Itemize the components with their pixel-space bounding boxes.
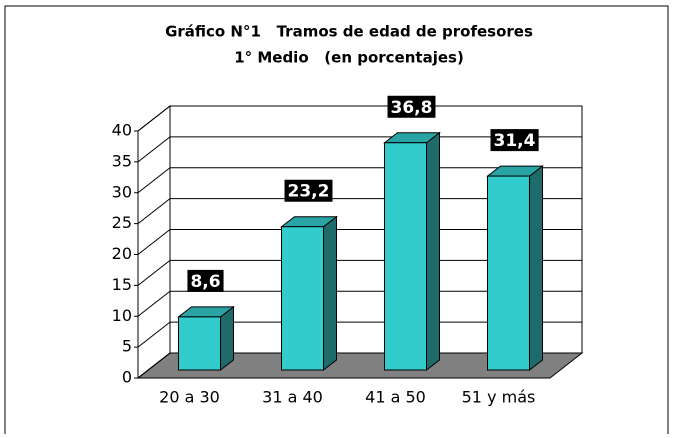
y-tick-label: 0 bbox=[122, 368, 132, 387]
x-tick-label: 41 a 50 bbox=[365, 388, 426, 407]
grid-line bbox=[137, 352, 171, 379]
grid-line bbox=[137, 290, 171, 317]
value-label: 31,4 bbox=[494, 131, 536, 151]
x-tick-label: 31 a 40 bbox=[262, 388, 323, 407]
grid-line bbox=[137, 105, 171, 132]
x-tick-label: 20 a 30 bbox=[159, 388, 220, 407]
bar bbox=[384, 142, 427, 371]
grid-line bbox=[137, 136, 171, 163]
value-label: 23,2 bbox=[288, 182, 330, 202]
chart-title: Gráfico N°1 Tramos de edad de profesores bbox=[165, 23, 533, 41]
grid-line bbox=[137, 229, 171, 255]
bar bbox=[281, 226, 324, 371]
bar-side bbox=[426, 131, 440, 372]
grid-line bbox=[137, 198, 171, 225]
value-label-bg bbox=[490, 129, 539, 152]
value-label-bg bbox=[284, 179, 333, 202]
value-label: 36,8 bbox=[391, 98, 433, 118]
x-tick-label: 51 y más bbox=[462, 388, 536, 407]
grid-line bbox=[137, 167, 171, 194]
y-tick-label: 10 bbox=[112, 306, 132, 325]
y-tick-label: 35 bbox=[112, 151, 132, 170]
grid-line bbox=[137, 259, 171, 286]
y-tick-label: 30 bbox=[112, 182, 132, 201]
value-label-bg bbox=[187, 269, 224, 292]
bar-side bbox=[529, 165, 543, 372]
bar bbox=[487, 175, 530, 371]
y-tick-label: 5 bbox=[122, 337, 132, 356]
y-tick-label: 25 bbox=[112, 213, 132, 232]
bar-side bbox=[323, 215, 337, 372]
grid-line bbox=[137, 321, 171, 348]
y-tick-label: 20 bbox=[112, 244, 132, 263]
y-tick-label: 40 bbox=[112, 121, 132, 140]
value-label-bg bbox=[387, 95, 436, 118]
bar-side bbox=[220, 305, 234, 372]
y-tick-label: 15 bbox=[112, 275, 132, 294]
bar bbox=[178, 316, 221, 371]
chart-subtitle: 1° Medio (en porcentajes) bbox=[234, 49, 464, 67]
value-label: 8,6 bbox=[190, 272, 220, 292]
